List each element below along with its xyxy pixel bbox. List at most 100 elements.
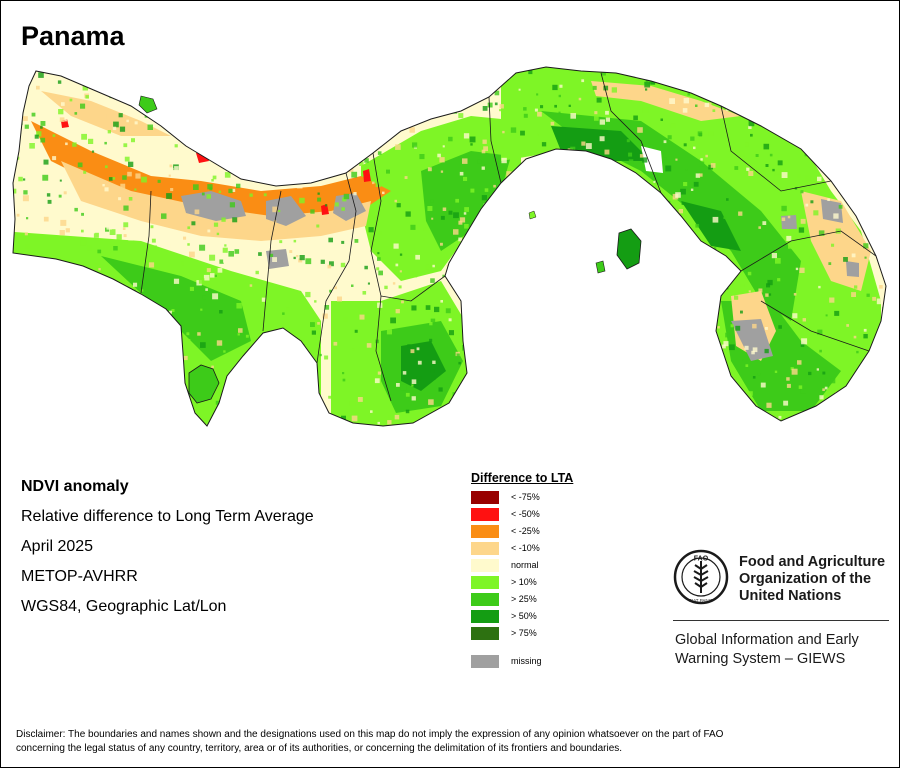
missing-7: [846, 261, 859, 277]
raster-pixel: [81, 133, 87, 140]
legend-title: Difference to LTA: [471, 471, 574, 485]
raster-pixel: [610, 418, 613, 422]
raster-pixel: [545, 261, 551, 266]
raster-pixel: [137, 69, 142, 73]
raster-pixel: [540, 105, 544, 109]
raster-pixel: [316, 224, 320, 228]
raster-pixel: [835, 80, 838, 83]
raster-pixel: [489, 314, 494, 319]
legend-item: > 10%: [471, 574, 611, 591]
raster-pixel: [653, 180, 656, 183]
speck-red-2: [363, 169, 371, 182]
raster-pixel: [342, 378, 346, 382]
raster-pixel: [568, 64, 570, 66]
legend-label: < -50%: [511, 509, 540, 519]
raster-pixel: [620, 418, 625, 422]
raster-pixel: [445, 109, 448, 113]
raster-pixel: [358, 166, 361, 169]
raster-pixel: [238, 328, 243, 333]
raster-pixel: [871, 58, 877, 64]
raster-pixel: [499, 109, 502, 112]
raster-pixel: [219, 140, 223, 144]
raster-pixel: [448, 136, 453, 142]
raster-pixel: [13, 363, 14, 367]
raster-pixel: [314, 63, 317, 66]
raster-pixel: [254, 410, 258, 414]
raster-pixel: [888, 56, 893, 61]
raster-pixel: [470, 334, 475, 339]
raster-pixel: [483, 277, 488, 282]
raster-pixel: [543, 212, 549, 218]
raster-pixel: [104, 187, 109, 192]
raster-pixel: [463, 176, 468, 181]
raster-pixel: [263, 193, 267, 197]
raster-pixel: [847, 404, 850, 408]
raster-pixel: [151, 57, 156, 62]
raster-pixel: [111, 412, 115, 416]
raster-pixel: [896, 68, 900, 73]
raster-pixel: [189, 251, 195, 258]
raster-pixel: [434, 306, 440, 313]
raster-pixel: [695, 104, 698, 107]
raster-pixel: [655, 274, 659, 278]
raster-pixel: [693, 146, 696, 150]
raster-pixel: [68, 374, 73, 378]
raster-pixel: [476, 423, 479, 426]
raster-pixel: [61, 396, 64, 400]
raster-pixel: [42, 277, 47, 281]
raster-pixel: [350, 153, 354, 157]
legend-swatch-missing: [471, 655, 499, 668]
raster-pixel: [259, 401, 266, 408]
raster-pixel: [612, 337, 619, 344]
raster-pixel: [203, 443, 206, 446]
raster-pixel: [442, 274, 445, 278]
raster-pixel: [877, 214, 881, 218]
raster-pixel: [765, 327, 768, 330]
raster-pixel: [268, 228, 273, 233]
raster-pixel: [422, 424, 426, 426]
raster-pixel: [377, 302, 383, 308]
legend-item: > 50%: [471, 608, 611, 625]
raster-pixel: [430, 311, 435, 316]
raster-pixel: [683, 143, 687, 147]
raster-pixel: [239, 71, 243, 74]
raster-pixel: [343, 91, 348, 96]
raster-pixel: [734, 166, 739, 170]
raster-pixel: [550, 416, 554, 419]
raster-pixel: [189, 286, 194, 291]
raster-pixel: [854, 404, 859, 410]
raster-pixel: [306, 238, 311, 242]
raster-pixel: [112, 126, 117, 131]
raster-pixel: [182, 421, 187, 426]
raster-pixel: [520, 130, 525, 136]
raster-pixel: [489, 371, 494, 376]
raster-pixel: [21, 413, 25, 417]
legend-rows: < -75% < -50% < -25% < -10% normal > 10% > 25%…: [471, 489, 611, 642]
raster-pixel: [709, 393, 714, 397]
raster-pixel: [351, 284, 354, 287]
raster-pixel: [81, 360, 88, 367]
raster-pixel: [169, 164, 173, 168]
raster-pixel: [508, 179, 513, 185]
raster-pixel: [484, 92, 488, 96]
raster-pixel: [307, 96, 312, 102]
raster-pixel: [27, 412, 34, 418]
raster-pixel: [698, 442, 701, 445]
raster-pixel: [739, 150, 745, 157]
raster-pixel: [657, 175, 661, 180]
raster-pixel: [64, 406, 69, 412]
raster-pixel: [464, 207, 469, 212]
raster-pixel: [601, 70, 606, 76]
raster-pixel: [83, 170, 87, 174]
raster-pixel: [893, 223, 899, 229]
raster-pixel: [781, 172, 788, 178]
raster-pixel: [786, 377, 790, 381]
raster-pixel: [514, 172, 521, 179]
raster-pixel: [540, 422, 544, 426]
raster-pixel: [655, 251, 658, 255]
raster-pixel: [427, 167, 432, 172]
raster-pixel: [763, 143, 770, 150]
raster-pixel: [697, 306, 700, 309]
raster-pixel: [328, 395, 332, 399]
raster-pixel: [681, 338, 686, 342]
